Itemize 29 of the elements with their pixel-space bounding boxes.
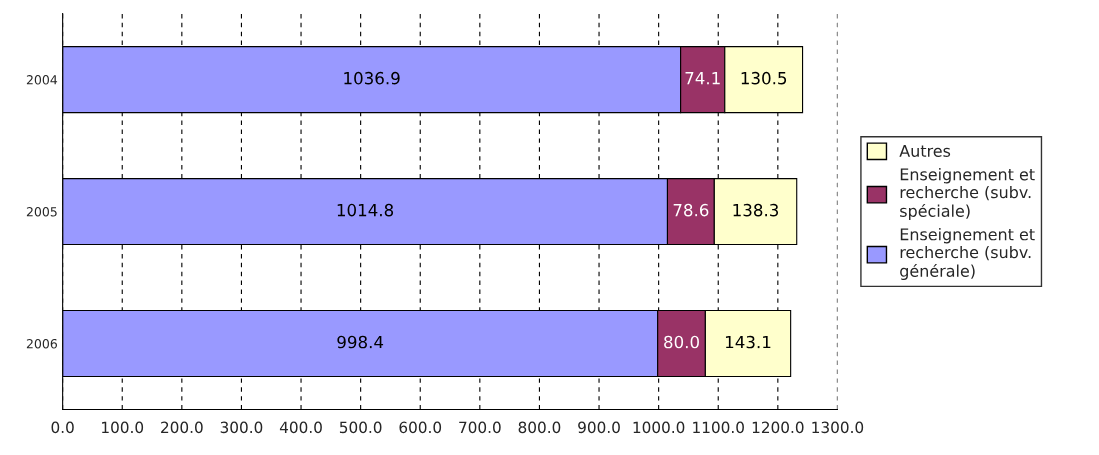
x-tick-label: 1100.0 <box>693 421 744 434</box>
y-tick-label: 2004 <box>26 75 58 85</box>
x-tick-label: 500.0 <box>339 421 382 434</box>
data-label: 80.0 <box>664 335 699 349</box>
data-label: 143.1 <box>725 335 771 349</box>
legend-label: Enseignement et recherche (subv. spéciale) <box>900 168 1035 221</box>
y-tick-label: 2006 <box>26 339 57 349</box>
x-tick-label: 1200.0 <box>752 421 804 434</box>
data-label: 138.3 <box>733 203 779 217</box>
data-label: 130.5 <box>741 71 787 85</box>
x-tick-label: 100.0 <box>102 421 144 434</box>
data-label: 78.6 <box>673 203 709 217</box>
x-tick-label: 600.0 <box>399 421 442 434</box>
legend-label: Autres <box>899 145 951 157</box>
x-tick-label: 700.0 <box>459 421 501 434</box>
x-tick-label: 800.0 <box>518 421 561 434</box>
x-tick-label: 1000.0 <box>633 421 685 434</box>
data-label: 1014.8 <box>337 203 394 217</box>
x-tick-label: 0.0 <box>51 421 74 434</box>
data-label: 1036.9 <box>344 71 400 85</box>
data-label: 998.4 <box>337 335 384 349</box>
x-tick-label: 300.0 <box>220 421 263 434</box>
data-label: 74.1 <box>685 72 720 85</box>
x-tick-label: 1300.0 <box>812 421 864 434</box>
legend-label: Enseignement et recherche (subv. générale) <box>900 228 1035 281</box>
x-tick-label: 400.0 <box>279 421 322 434</box>
x-tick-label: 900.0 <box>578 421 620 434</box>
x-tick-label: 200.0 <box>161 421 203 434</box>
y-tick-label: 2005 <box>26 207 57 217</box>
